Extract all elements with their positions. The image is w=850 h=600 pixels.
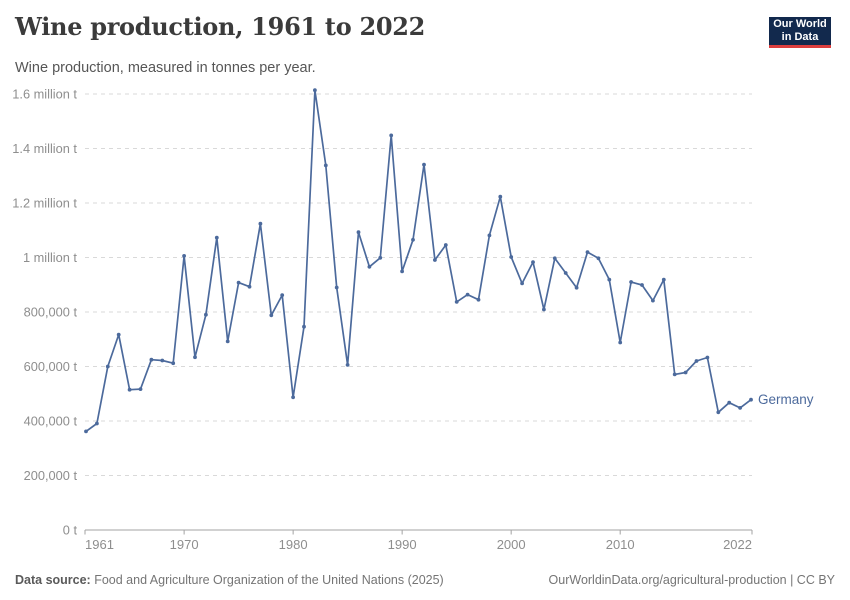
y-tick-label: 200,000 t — [24, 468, 78, 483]
data-point[interactable] — [302, 324, 306, 329]
data-point[interactable] — [313, 88, 317, 93]
data-point[interactable] — [607, 277, 612, 282]
data-point[interactable] — [225, 339, 230, 344]
data-point[interactable] — [487, 233, 492, 238]
data-point[interactable] — [247, 284, 252, 289]
data-point[interactable] — [214, 235, 219, 240]
data-point[interactable] — [367, 264, 372, 269]
owid-url-license[interactable]: OurWorldinData.org/agricultural-producti… — [548, 573, 835, 587]
data-point[interactable] — [356, 230, 361, 235]
data-point[interactable] — [411, 237, 415, 242]
data-point[interactable] — [563, 271, 568, 275]
y-tick-label: 800,000 t — [24, 304, 78, 319]
data-point[interactable] — [95, 421, 99, 426]
data-point[interactable] — [269, 313, 274, 318]
data-point[interactable] — [138, 387, 143, 391]
x-tick-label: 2022 — [723, 537, 752, 552]
data-point[interactable] — [694, 359, 699, 363]
data-point[interactable] — [280, 293, 285, 297]
y-tick-label: 1.2 million t — [12, 195, 77, 210]
x-tick-label: 2010 — [606, 537, 635, 552]
data-point[interactable] — [105, 364, 110, 369]
data-point[interactable] — [596, 256, 601, 261]
data-point[interactable] — [531, 260, 535, 264]
data-source-note[interactable]: Data source: Food and Agriculture Organi… — [15, 573, 444, 587]
series-line-germany[interactable] — [85, 89, 752, 433]
data-point[interactable] — [116, 332, 121, 337]
x-tick-label: 1970 — [170, 537, 199, 552]
data-point[interactable] — [640, 283, 644, 287]
chart-subtitle: Wine production, measured in tonnes per … — [15, 60, 316, 76]
owid-logo[interactable]: Our World in Data — [769, 17, 831, 48]
y-tick-label: 1 million t — [23, 250, 77, 265]
data-point[interactable] — [520, 281, 524, 286]
page-title: Wine production, 1961 to 2022 — [15, 12, 426, 41]
data-point[interactable] — [629, 280, 633, 284]
data-point[interactable] — [454, 300, 459, 304]
data-point[interactable] — [149, 357, 154, 362]
data-source-label: Data source: — [15, 573, 91, 587]
data-point[interactable] — [661, 277, 666, 282]
data-point[interactable] — [618, 340, 623, 345]
data-point[interactable] — [422, 162, 426, 167]
owid-logo-line1: Our World — [773, 18, 827, 30]
data-point[interactable] — [127, 387, 132, 392]
y-tick-label: 400,000 t — [24, 413, 78, 428]
x-tick-label: 1990 — [388, 537, 417, 552]
y-tick-label: 0 t — [63, 522, 78, 537]
data-point[interactable] — [236, 280, 241, 285]
data-point[interactable] — [552, 256, 557, 261]
data-point[interactable] — [705, 355, 710, 360]
data-point[interactable] — [749, 397, 753, 402]
y-tick-label: 1.6 million t — [12, 86, 77, 101]
data-point[interactable] — [323, 163, 328, 168]
data-point[interactable] — [683, 370, 688, 375]
data-point[interactable] — [433, 258, 437, 262]
data-point[interactable] — [291, 395, 295, 400]
y-tick-label: 600,000 t — [24, 359, 78, 374]
owid-logo-line2: in Data — [781, 31, 819, 43]
data-point[interactable] — [738, 406, 742, 410]
data-point[interactable] — [84, 429, 88, 434]
x-tick-label: 2000 — [497, 537, 526, 552]
data-point[interactable] — [258, 221, 263, 226]
data-point[interactable] — [345, 363, 350, 367]
data-point[interactable] — [542, 307, 546, 312]
data-point[interactable] — [378, 255, 383, 260]
data-point[interactable] — [465, 292, 470, 297]
data-point[interactable] — [672, 372, 677, 377]
data-point[interactable] — [585, 250, 590, 255]
y-tick-label: 1.4 million t — [12, 141, 77, 156]
data-point[interactable] — [476, 297, 481, 302]
data-point[interactable] — [574, 285, 579, 290]
series-label-germany[interactable]: Germany — [758, 392, 814, 407]
data-point[interactable] — [204, 312, 208, 317]
data-point[interactable] — [160, 358, 165, 363]
data-point[interactable] — [509, 255, 514, 259]
data-point[interactable] — [498, 194, 503, 199]
data-point[interactable] — [651, 298, 655, 303]
x-tick-label: 1961 — [85, 537, 114, 552]
data-point[interactable] — [716, 410, 721, 415]
data-point[interactable] — [443, 243, 448, 247]
data-source-text: Food and Agriculture Organization of the… — [90, 573, 444, 587]
data-point[interactable] — [334, 285, 339, 290]
data-point[interactable] — [171, 361, 176, 366]
data-point[interactable] — [182, 254, 187, 258]
data-point[interactable] — [727, 400, 732, 405]
data-point[interactable] — [400, 269, 404, 274]
x-tick-label: 1980 — [279, 537, 308, 552]
data-point[interactable] — [193, 355, 197, 360]
chart-footer: Data source: Food and Agriculture Organi… — [15, 573, 835, 587]
data-point[interactable] — [389, 133, 394, 138]
